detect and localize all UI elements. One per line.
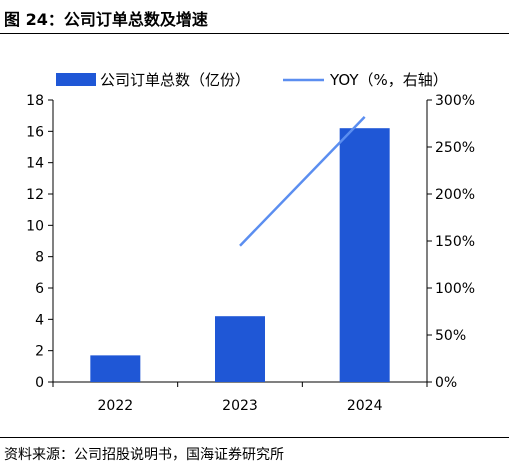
y2-tick-label: 200% [435,187,475,203]
y2-tick-label: 250% [435,140,475,156]
y2-tick-label: 300% [435,93,475,109]
source-rule [0,437,509,438]
bar [90,355,141,382]
x-tick-label: 2022 [98,398,134,414]
yoy-series-line [239,116,366,247]
y-tick-label: 10 [26,218,44,234]
yoy-line [239,116,366,247]
legend-line-label: YOY（%，右轴） [329,71,448,89]
title-rule [0,33,509,34]
y-tick-label: 2 [35,344,44,360]
y-tick-label: 16 [26,124,44,140]
chart: 公司订单总数（亿份） YOY（%，右轴） 0 2 4 6 8 10 12 14 16 18 0% 50… [26,71,475,414]
source-note: 资料来源：公司招股说明书，国海证券研究所 [4,447,284,463]
x-tick-label: 2023 [222,398,258,414]
y-tick-label: 4 [35,312,44,328]
bar [339,128,390,382]
y-tick-label: 18 [26,93,44,109]
y2-tick-label: 150% [435,234,475,250]
y-tick-label: 12 [26,187,44,203]
bars [90,128,390,382]
y2-tick-label: 100% [435,281,475,297]
y2-tick-label: 50% [435,328,466,344]
y-tick-label: 8 [35,250,44,266]
bar [215,316,265,382]
y-tick-label: 6 [35,281,44,297]
y-tick-label: 0 [35,375,44,391]
legend-bar-label: 公司订单总数（亿份） [100,71,250,89]
y2-tick-label: 0% [435,375,457,391]
x-tick-label: 2024 [347,398,383,414]
figure-title: 图 24：公司订单总数及增速 [4,10,208,29]
legend: 公司订单总数（亿份） YOY（%，右轴） [56,71,448,89]
y-tick-label: 14 [26,156,44,172]
legend-bar-swatch [56,73,96,86]
